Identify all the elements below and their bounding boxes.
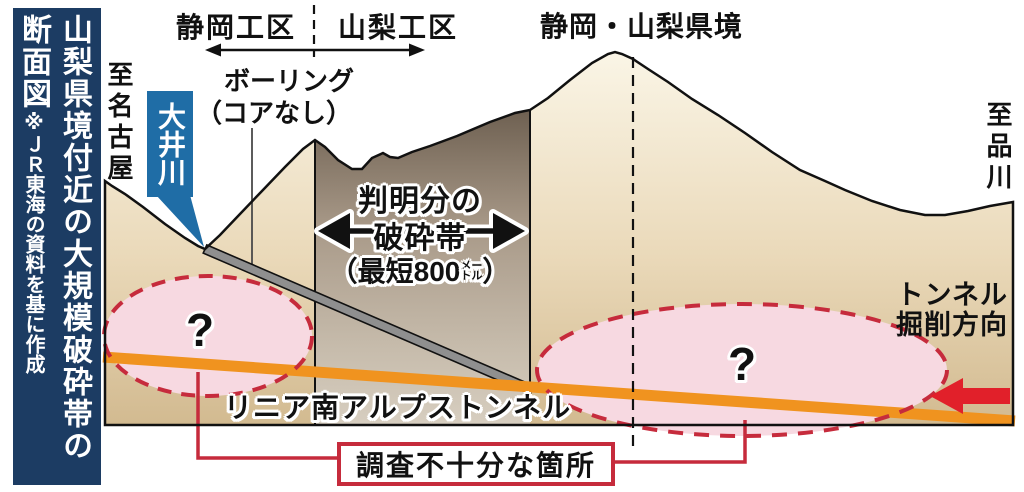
survey-connector-left xyxy=(196,372,339,460)
fracture-min-unit: メー トル xyxy=(460,260,483,282)
survey-insufficient-box: 調査不十分な箇所 xyxy=(337,442,615,486)
section-label-shizuoka: 静岡工区 xyxy=(175,12,296,43)
to-shinagawa-label: 至品川 xyxy=(983,101,1013,194)
fracture-width-arrow xyxy=(314,209,529,253)
survey-insufficient-label: 調査不十分な箇所 xyxy=(355,450,596,481)
oi-river-callout-tail xyxy=(156,195,204,247)
diagram-title-line2: 断面図 xyxy=(17,14,50,110)
boring-label-line1: ボーリング xyxy=(224,66,355,96)
tunnel-line xyxy=(102,351,1016,427)
excavation-direction-arrow xyxy=(930,378,1010,414)
excavation-direction-label: トンネル 掘削方向 xyxy=(896,280,1008,340)
boring-label-line2: （コアなし） xyxy=(196,98,353,128)
question-mark-right: ? xyxy=(727,338,757,390)
oi-river-callout: 大井川 xyxy=(147,91,193,197)
fracture-zone-label-line2: 破砕帯 xyxy=(373,222,467,255)
survey-connector-right xyxy=(613,420,747,464)
fracture-min-suffix: ） xyxy=(482,256,511,287)
oi-river-label: 大井川 xyxy=(155,102,186,186)
uninvestigated-area-right xyxy=(537,304,947,436)
section-label-yamanashi: 山梨工区 xyxy=(337,12,458,43)
diagram-title-bar: 山梨県境付近の大規模破砕帯の 断面図※ＪＲ東海の資料を基に作成 xyxy=(13,8,101,485)
tunnel-name-label: リニア南アルプストンネル xyxy=(224,392,572,423)
fracture-band xyxy=(315,110,530,425)
boring-shaft xyxy=(202,243,535,396)
diagram-title-line1: 山梨県境付近の大規模破砕帯の xyxy=(58,14,91,462)
fracture-zone-label-line1: 判明分の xyxy=(358,185,482,218)
fracture-zone-min-length: （最短800メー トル） xyxy=(288,250,552,290)
prefecture-border-label: 静岡・山梨県境 xyxy=(540,11,744,42)
section-range-arrowhead-left xyxy=(205,43,221,57)
mountain-outline xyxy=(103,50,1015,427)
to-nagoya-label: 至名古屋 xyxy=(104,61,134,185)
fracture-min-prefix: （最短800 xyxy=(329,256,461,287)
uninvestigated-ellipse-right-border xyxy=(535,302,949,438)
diagram-title-note: ※ＪＲ東海の資料を基に作成 xyxy=(22,110,44,374)
section-range-arrowhead-right xyxy=(409,43,425,57)
uninvestigated-ellipse-left-border xyxy=(102,274,314,398)
question-mark-left: ? xyxy=(185,304,215,356)
